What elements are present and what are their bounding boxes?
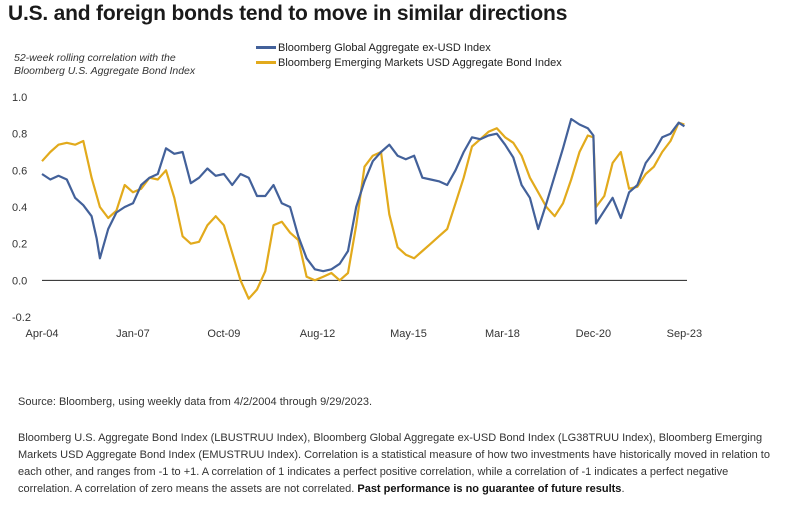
- x-tick-label: Apr-04: [25, 328, 58, 340]
- y-axis: 1.0 0.8 0.6 0.4 0.2 0.0 -0.2: [12, 92, 31, 324]
- x-tick-label: Dec-20: [576, 328, 611, 340]
- series-line-global-agg-ex-usd: [41, 117, 685, 273]
- y-tick-label: 1.0: [12, 92, 27, 104]
- disclaimer-text: Past performance is no guarantee of futu…: [357, 483, 622, 495]
- chart-title: U.S. and foreign bonds tend to move in s…: [8, 2, 568, 25]
- chart-legend: Bloomberg Global Aggregate ex-USD Index …: [256, 40, 562, 70]
- y-tick-label: 0.0: [12, 275, 27, 287]
- footnotes: Bloomberg U.S. Aggregate Bond Index (LBU…: [18, 430, 773, 498]
- series-line-emerging-markets-usd: [41, 121, 685, 300]
- footnote-text: Bloomberg U.S. Aggregate Bond Index (LBU…: [18, 432, 770, 495]
- series-group: [41, 117, 685, 300]
- chart-subtitle: 52-week rolling correlation with the Blo…: [14, 52, 224, 78]
- y-tick-label: 0.8: [12, 129, 27, 141]
- disclaimer-end: .: [621, 483, 625, 495]
- y-tick-label: 0.2: [12, 239, 27, 251]
- legend-swatch-emerging: [256, 61, 276, 64]
- legend-item-emerging: Bloomberg Emerging Markets USD Aggregate…: [256, 55, 562, 70]
- y-tick-label: -0.2: [12, 312, 31, 324]
- x-tick-label: Sep-23: [667, 328, 702, 340]
- subtitle-line-1: 52-week rolling correlation with the: [14, 52, 176, 64]
- x-tick-label: Aug-12: [300, 328, 335, 340]
- y-tick-label: 0.4: [12, 202, 27, 214]
- legend-label-global: Bloomberg Global Aggregate ex-USD Index: [278, 41, 491, 54]
- line-chart: 1.0 0.8 0.6 0.4 0.2 0.0 -0.2 Apr-04 Jan-07 Oct-0…: [12, 92, 702, 340]
- legend-item-global: Bloomberg Global Aggregate ex-USD Index: [256, 40, 562, 55]
- source-note: Source: Bloomberg, using weekly data fro…: [18, 396, 373, 408]
- x-axis: Apr-04 Jan-07 Oct-09 Aug-12 May-15 Mar-18 Dec-…: [25, 328, 702, 340]
- subtitle-line-2: Bloomberg U.S. Aggregate Bond Index: [14, 65, 196, 77]
- x-tick-label: Mar-18: [485, 328, 520, 340]
- x-tick-label: May-15: [390, 328, 427, 340]
- y-tick-label: 0.6: [12, 165, 27, 177]
- legend-swatch-global: [256, 46, 276, 49]
- x-tick-label: Jan-07: [116, 328, 150, 340]
- legend-label-emerging: Bloomberg Emerging Markets USD Aggregate…: [278, 56, 562, 69]
- x-tick-label: Oct-09: [207, 328, 240, 340]
